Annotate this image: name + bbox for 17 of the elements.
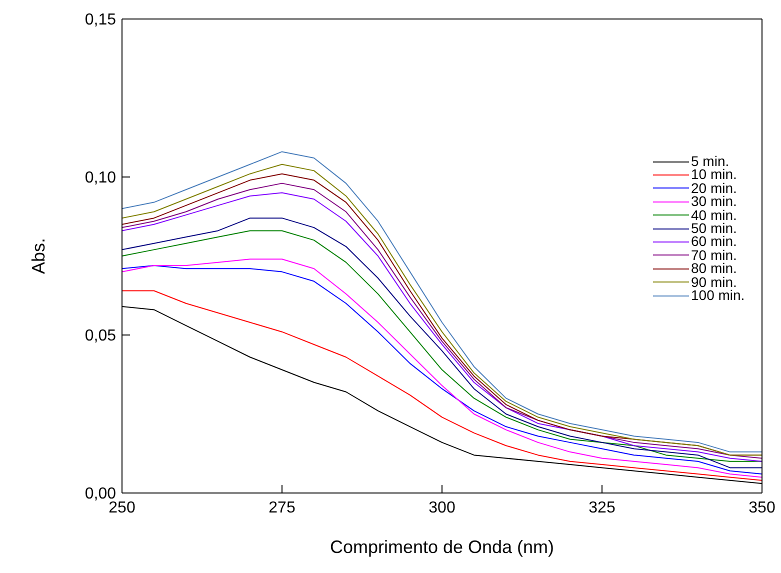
legend-label: 10 min.	[691, 166, 737, 182]
legend-label: 30 min.	[691, 193, 737, 210]
legend-label: 5 min.	[691, 153, 730, 169]
legend-label: 60 min.	[691, 233, 737, 250]
x-tick-label: 250	[108, 499, 136, 516]
x-tick-label: 300	[428, 499, 456, 516]
y-tick-label: 0,15	[84, 12, 116, 29]
x-tick-label: 275	[268, 499, 296, 516]
y-tick-label: 0,10	[84, 170, 116, 187]
y-tick-label: 0,05	[84, 328, 116, 345]
x-axis-title: Comprimento de Onda (nm)	[330, 537, 554, 557]
x-tick-label: 325	[588, 499, 616, 516]
legend-label: 70 min.	[691, 246, 737, 263]
y-axis-title: Abs.	[28, 238, 48, 274]
x-tick-label: 350	[748, 499, 776, 516]
legend-label: 80 min.	[691, 260, 737, 276]
legend-label: 20 min.	[691, 180, 737, 196]
